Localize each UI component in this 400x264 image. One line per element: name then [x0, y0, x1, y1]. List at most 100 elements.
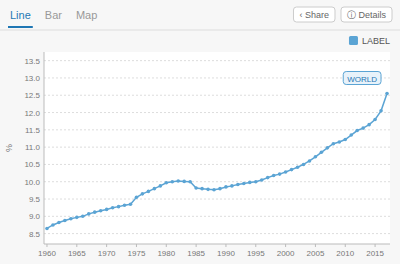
x-tick-label: 1960: [38, 249, 56, 258]
button-box[interactable]: [341, 7, 392, 22]
button[interactable]: ⓘ Details: [341, 7, 392, 22]
point: [218, 187, 222, 191]
grid-line: [44, 164, 390, 165]
y-axis-line: [44, 52, 45, 244]
y-tick-label: 9.0: [29, 212, 41, 221]
y-tick-label: 10.0: [24, 178, 40, 187]
y-tick-label: 12.0: [24, 109, 40, 118]
x-tick: [375, 244, 376, 247]
button[interactable]: ‹ Share: [293, 7, 335, 22]
point: [63, 219, 67, 223]
point: [75, 216, 79, 220]
point: [81, 215, 85, 219]
point: [206, 188, 210, 192]
legend-item: LABEL: [349, 36, 390, 46]
button-box[interactable]: [293, 7, 335, 22]
point: [343, 138, 347, 142]
point: [147, 190, 151, 194]
point: [290, 168, 294, 172]
point: [212, 188, 216, 192]
point: [278, 172, 282, 176]
grid-line: [44, 216, 390, 217]
line: [47, 94, 387, 229]
plot-area: [44, 52, 390, 244]
background: [0, 0, 400, 264]
point: [69, 217, 73, 221]
x-tick-label: 1970: [98, 249, 116, 258]
x-axis-line: [44, 244, 390, 245]
y-tick-label: 13.0: [24, 74, 40, 83]
grid-line: [44, 129, 390, 130]
point: [320, 151, 324, 155]
point: [254, 180, 258, 184]
y-tick-label: 11.5: [25, 126, 41, 135]
point: [230, 184, 234, 188]
point: [266, 176, 270, 180]
tab[interactable]: Line: [10, 9, 31, 21]
x-tick-label: 1975: [128, 249, 146, 258]
x-tick: [255, 244, 256, 247]
point: [93, 210, 97, 214]
point: [361, 126, 365, 130]
point: [367, 123, 371, 127]
grid-line: [44, 60, 390, 61]
y-tick-label: 9.5: [29, 195, 41, 204]
point: [302, 163, 306, 167]
point: [164, 181, 168, 185]
x-tick: [106, 244, 107, 247]
data-layer: [45, 92, 389, 231]
point: [326, 146, 330, 150]
button-label[interactable]: ‹ Share: [299, 10, 329, 20]
point: [111, 206, 115, 210]
button-label[interactable]: ⓘ Details: [347, 10, 387, 20]
point: [170, 180, 174, 184]
tab[interactable]: Map: [76, 9, 97, 21]
point: [176, 179, 180, 183]
grid-line: [44, 199, 390, 200]
legend-label: LABEL: [362, 36, 390, 46]
point: [332, 142, 336, 146]
point: [141, 192, 145, 196]
point: [314, 155, 318, 159]
x-tick: [345, 244, 346, 247]
point: [242, 182, 246, 186]
point: [355, 129, 359, 133]
point: [200, 187, 204, 191]
point: [57, 221, 61, 225]
annotation-text: WORLD: [347, 75, 377, 84]
x-tick-label: 1980: [157, 249, 175, 258]
point: [337, 140, 341, 144]
tab[interactable]: Bar: [45, 9, 62, 21]
x-tick: [136, 244, 137, 247]
point: [385, 92, 389, 96]
point: [248, 181, 252, 185]
x-tick-label: 2010: [336, 249, 354, 258]
x-tick: [196, 244, 197, 247]
x-tick: [225, 244, 226, 247]
x-tick: [76, 244, 77, 247]
point: [117, 205, 121, 209]
grid-line: [44, 95, 390, 96]
point: [349, 133, 353, 137]
point: [379, 109, 383, 113]
point: [99, 209, 103, 213]
y-axis-label: %: [4, 144, 14, 152]
point: [296, 165, 300, 169]
point: [224, 185, 228, 189]
point: [45, 227, 49, 231]
point: [284, 170, 288, 174]
point: [51, 223, 55, 227]
x-tick-label: 2005: [307, 249, 325, 258]
point: [194, 186, 198, 190]
x-tick-label: 1965: [68, 249, 86, 258]
grid-line: [44, 181, 390, 182]
y-tick-label: 10.5: [24, 160, 40, 169]
y-tick-label: 13.5: [24, 57, 40, 66]
grid-line: [44, 147, 390, 148]
point: [123, 203, 127, 207]
x-tick: [285, 244, 286, 247]
x-tick: [315, 244, 316, 247]
annotation-box: [343, 72, 381, 85]
point: [87, 212, 91, 216]
point: [129, 202, 133, 206]
